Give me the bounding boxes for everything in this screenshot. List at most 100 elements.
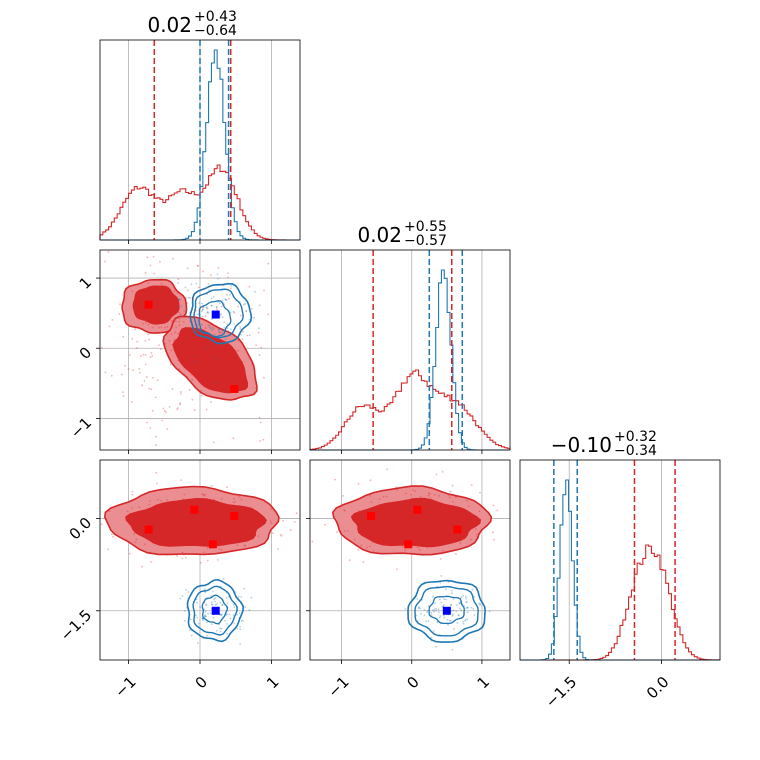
sample-point <box>263 289 265 292</box>
sample-point <box>108 325 111 328</box>
sample-point <box>380 522 383 525</box>
sample-point <box>219 601 222 604</box>
sample-point <box>218 338 221 340</box>
sample-point <box>144 513 146 515</box>
sample-point <box>237 305 240 308</box>
sample-point <box>377 541 380 544</box>
sample-point <box>232 310 235 313</box>
sample-point <box>295 512 298 515</box>
x-tick-label: 1 <box>474 673 493 692</box>
sample-point <box>200 532 203 535</box>
sample-point <box>230 284 233 287</box>
sample-point <box>428 492 430 495</box>
sample-point <box>211 345 214 347</box>
sample-point <box>393 539 396 542</box>
sample-point <box>227 330 230 333</box>
sample-point <box>196 351 199 354</box>
sample-point <box>224 338 227 341</box>
sample-point <box>451 648 454 651</box>
sample-point <box>219 614 222 616</box>
x-tick-label: 1 <box>263 673 282 692</box>
sample-point <box>238 616 241 619</box>
sample-point <box>414 490 417 492</box>
sample-point <box>136 340 139 343</box>
sample-point <box>445 588 447 591</box>
sample-point <box>446 618 449 621</box>
sample-point <box>241 361 244 363</box>
sample-point <box>384 540 387 542</box>
sample-point <box>434 602 436 604</box>
sample-point <box>202 270 204 273</box>
sample-point <box>191 301 194 304</box>
sample-point <box>205 519 208 522</box>
sample-point <box>449 604 452 607</box>
sample-point <box>435 537 438 540</box>
sample-point <box>465 499 468 502</box>
sample-point <box>178 324 181 327</box>
sample-point <box>475 528 477 531</box>
sample-point <box>427 513 430 516</box>
sample-point <box>437 586 440 589</box>
red-contour-inner <box>132 285 180 325</box>
sample-point <box>197 622 200 625</box>
sample-point <box>279 533 282 536</box>
sample-point <box>414 500 416 502</box>
sample-point <box>138 295 140 298</box>
sample-point <box>460 596 463 599</box>
sample-point <box>270 508 273 510</box>
sample-point <box>248 319 251 321</box>
sample-point <box>243 544 246 547</box>
sample-point <box>157 505 160 508</box>
sample-point <box>222 577 225 580</box>
sample-point <box>277 548 279 550</box>
sample-point <box>217 508 220 511</box>
sample-point <box>209 503 211 506</box>
sample-point <box>435 645 438 648</box>
sample-point <box>232 603 235 606</box>
sample-point <box>154 396 157 399</box>
sample-point <box>164 342 167 345</box>
sample-point <box>372 550 375 552</box>
sample-point <box>175 523 178 526</box>
sample-point <box>201 309 204 311</box>
blue-contour-outer <box>189 282 253 345</box>
sample-point <box>417 606 420 608</box>
sample-point <box>369 479 372 482</box>
sample-point <box>205 615 208 618</box>
sample-point <box>208 289 211 291</box>
sample-point <box>208 366 211 369</box>
sample-point <box>191 297 194 300</box>
sample-point <box>460 519 463 521</box>
sample-point <box>226 602 229 605</box>
sample-point <box>226 293 228 296</box>
sample-point <box>180 479 183 481</box>
sample-point <box>464 620 466 622</box>
sample-point <box>463 605 465 608</box>
sample-point <box>363 519 366 522</box>
sample-point <box>149 356 152 358</box>
sample-point <box>214 604 217 606</box>
sample-point <box>215 530 218 533</box>
sample-point <box>177 305 179 307</box>
sample-point <box>465 601 468 603</box>
sample-point <box>426 534 428 537</box>
sample-point <box>150 388 153 391</box>
sample-point <box>434 543 437 546</box>
sample-point <box>238 496 241 498</box>
sample-point <box>206 310 209 313</box>
sample-point <box>185 533 188 535</box>
sample-point <box>211 595 214 598</box>
sample-point <box>223 304 225 307</box>
sample-point <box>215 382 217 385</box>
sample-point <box>131 493 134 496</box>
sample-point <box>155 444 158 447</box>
sample-point <box>429 497 432 500</box>
sample-point <box>241 338 244 340</box>
sample-point <box>398 511 401 514</box>
sample-point <box>225 345 228 347</box>
sample-point <box>131 290 134 293</box>
sample-point <box>188 535 191 538</box>
sample-point <box>149 517 152 520</box>
panel-title-1: 0.02 +0.55−0.57 <box>357 219 446 249</box>
sample-point <box>461 527 464 530</box>
